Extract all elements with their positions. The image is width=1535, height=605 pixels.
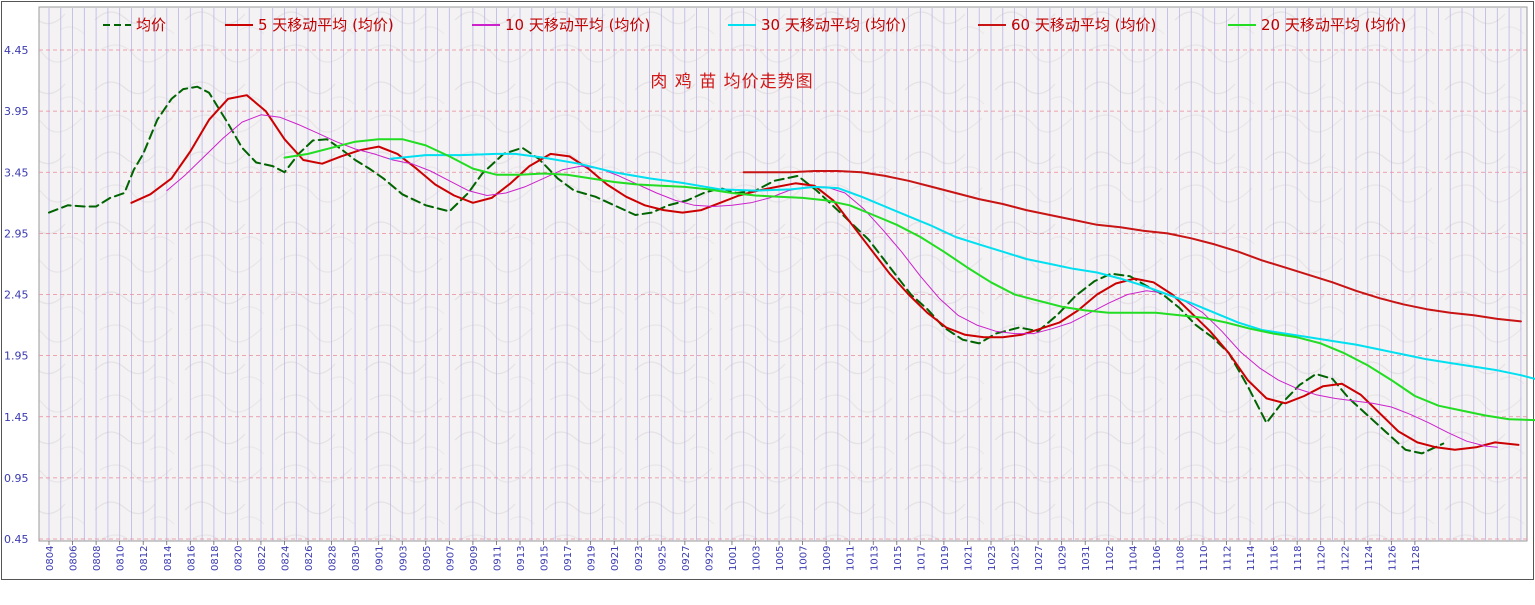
x-tick-label: 1019 (940, 546, 951, 571)
x-tick-label: 1021 (963, 546, 974, 571)
x-tick-label: 1124 (1364, 546, 1375, 571)
x-tick-label: 1015 (893, 546, 904, 571)
x-tick-label: 1017 (916, 546, 927, 571)
x-tick-label: 1110 (1199, 546, 1210, 571)
x-tick-label: 0810 (116, 546, 127, 571)
y-tick-label: 2.95 (4, 227, 29, 240)
x-tick-label: 1120 (1317, 546, 1328, 571)
x-tick-label: 1114 (1246, 546, 1257, 571)
x-tick-label: 0806 (69, 546, 80, 571)
x-tick-label: 1029 (1058, 546, 1069, 571)
y-tick-label: 0.95 (4, 472, 29, 485)
x-tick-label: 1011 (846, 546, 857, 571)
x-tick-label: 0826 (304, 546, 315, 571)
legend-label: 60 天移动平均 (均价) (1011, 16, 1156, 34)
x-tick-label: 0907 (445, 546, 456, 571)
x-tick-label: 0808 (92, 546, 103, 571)
y-tick-label: 3.45 (4, 166, 29, 179)
legend-label: 20 天移动平均 (均价) (1261, 16, 1406, 34)
x-tick-label: 0917 (563, 546, 574, 571)
x-tick-label: 1027 (1034, 546, 1045, 571)
x-tick-label: 0818 (210, 546, 221, 571)
x-tick-label: 1128 (1411, 546, 1422, 571)
x-tick-label: 1104 (1128, 546, 1139, 571)
y-tick-label: 0.45 (4, 533, 29, 546)
x-tick-label: 1009 (822, 546, 833, 571)
x-tick-label: 1102 (1105, 546, 1116, 571)
x-tick-label: 1025 (1011, 546, 1022, 571)
x-tick-label: 1116 (1270, 546, 1281, 571)
x-tick-label: 0921 (610, 546, 621, 571)
x-tick-label: 0911 (492, 546, 503, 571)
legend-label: 10 天移动平均 (均价) (505, 16, 650, 34)
x-tick-label: 1003 (752, 546, 763, 571)
x-tick-label: 0925 (657, 546, 668, 571)
chart-title: 肉 鸡 苗 均价走势图 (650, 72, 813, 92)
x-tick-label: 0822 (257, 546, 268, 571)
x-tick-label: 0919 (587, 546, 598, 571)
x-tick-label: 0903 (398, 546, 409, 571)
legend-label: 30 天移动平均 (均价) (761, 16, 906, 34)
x-tick-label: 1013 (869, 546, 880, 571)
legend-label: 均价 (136, 16, 166, 34)
x-tick-label: 0913 (516, 546, 527, 571)
x-tick-label: 0915 (540, 546, 551, 571)
x-tick-label: 0828 (328, 546, 339, 571)
x-tick-label: 1007 (799, 546, 810, 571)
x-tick-label: 0804 (45, 546, 56, 571)
x-tick-label: 1118 (1293, 546, 1304, 571)
y-tick-label: 2.45 (4, 289, 29, 302)
y-tick-label: 1.45 (4, 411, 29, 424)
x-tick-label: 0824 (281, 546, 292, 571)
y-tick-label: 1.95 (4, 350, 29, 363)
x-tick-label: 0816 (186, 546, 197, 571)
x-tick-label: 0923 (634, 546, 645, 571)
x-tick-label: 0909 (469, 546, 480, 571)
x-tick-label: 0901 (375, 546, 386, 571)
x-tick-label: 0814 (163, 546, 174, 571)
x-tick-label: 0830 (351, 546, 362, 571)
x-tick-label: 1108 (1175, 546, 1186, 571)
x-tick-label: 1005 (775, 546, 786, 571)
y-tick-label: 4.45 (4, 44, 29, 57)
x-tick-label: 0905 (422, 546, 433, 571)
x-tick-label: 1126 (1387, 546, 1398, 571)
y-tick-label: 3.95 (4, 105, 29, 118)
x-tick-label: 1023 (987, 546, 998, 571)
x-tick-label: 1112 (1223, 546, 1234, 571)
x-tick-label: 1001 (728, 546, 739, 571)
x-tick-label: 0929 (704, 546, 715, 571)
x-tick-label: 1122 (1340, 546, 1351, 571)
legend-label: 5 天移动平均 (均价) (258, 16, 394, 34)
x-tick-label: 0820 (233, 546, 244, 571)
x-tick-label: 1031 (1081, 546, 1092, 571)
x-tick-label: 0812 (139, 546, 150, 571)
x-tick-label: 1106 (1152, 546, 1163, 571)
x-tick-label: 0927 (681, 546, 692, 571)
